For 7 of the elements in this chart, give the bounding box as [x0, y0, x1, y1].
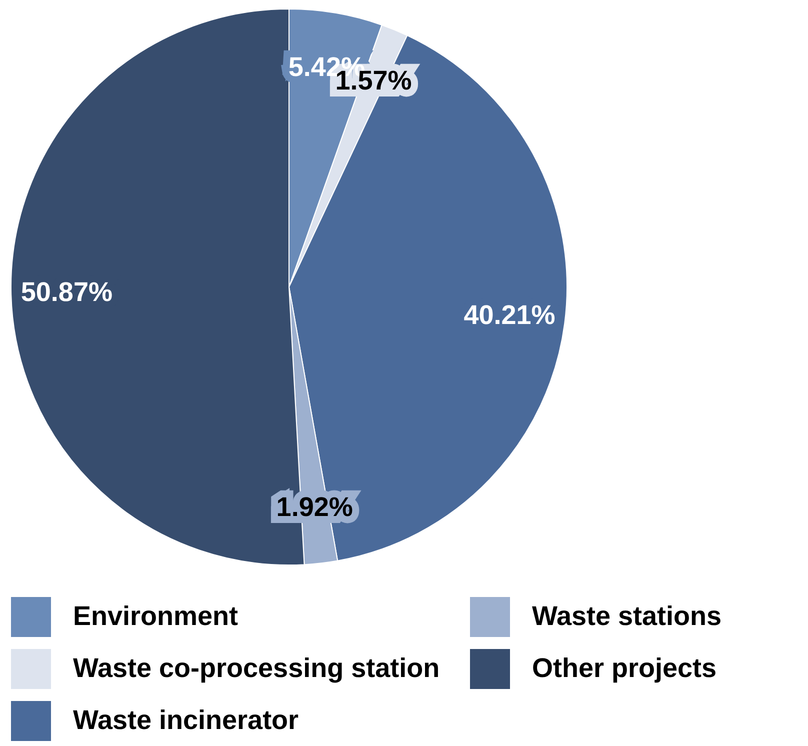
data-label: 40.21% — [464, 300, 556, 330]
legend-label: Waste stations — [532, 601, 722, 631]
legend-label: Waste incinerator — [73, 705, 300, 735]
data-label: 50.87% — [20, 277, 112, 308]
legend-label: Environment — [73, 601, 238, 631]
legend-label: Waste co-processing station — [73, 653, 440, 683]
legend-label: Other projects — [532, 653, 717, 683]
